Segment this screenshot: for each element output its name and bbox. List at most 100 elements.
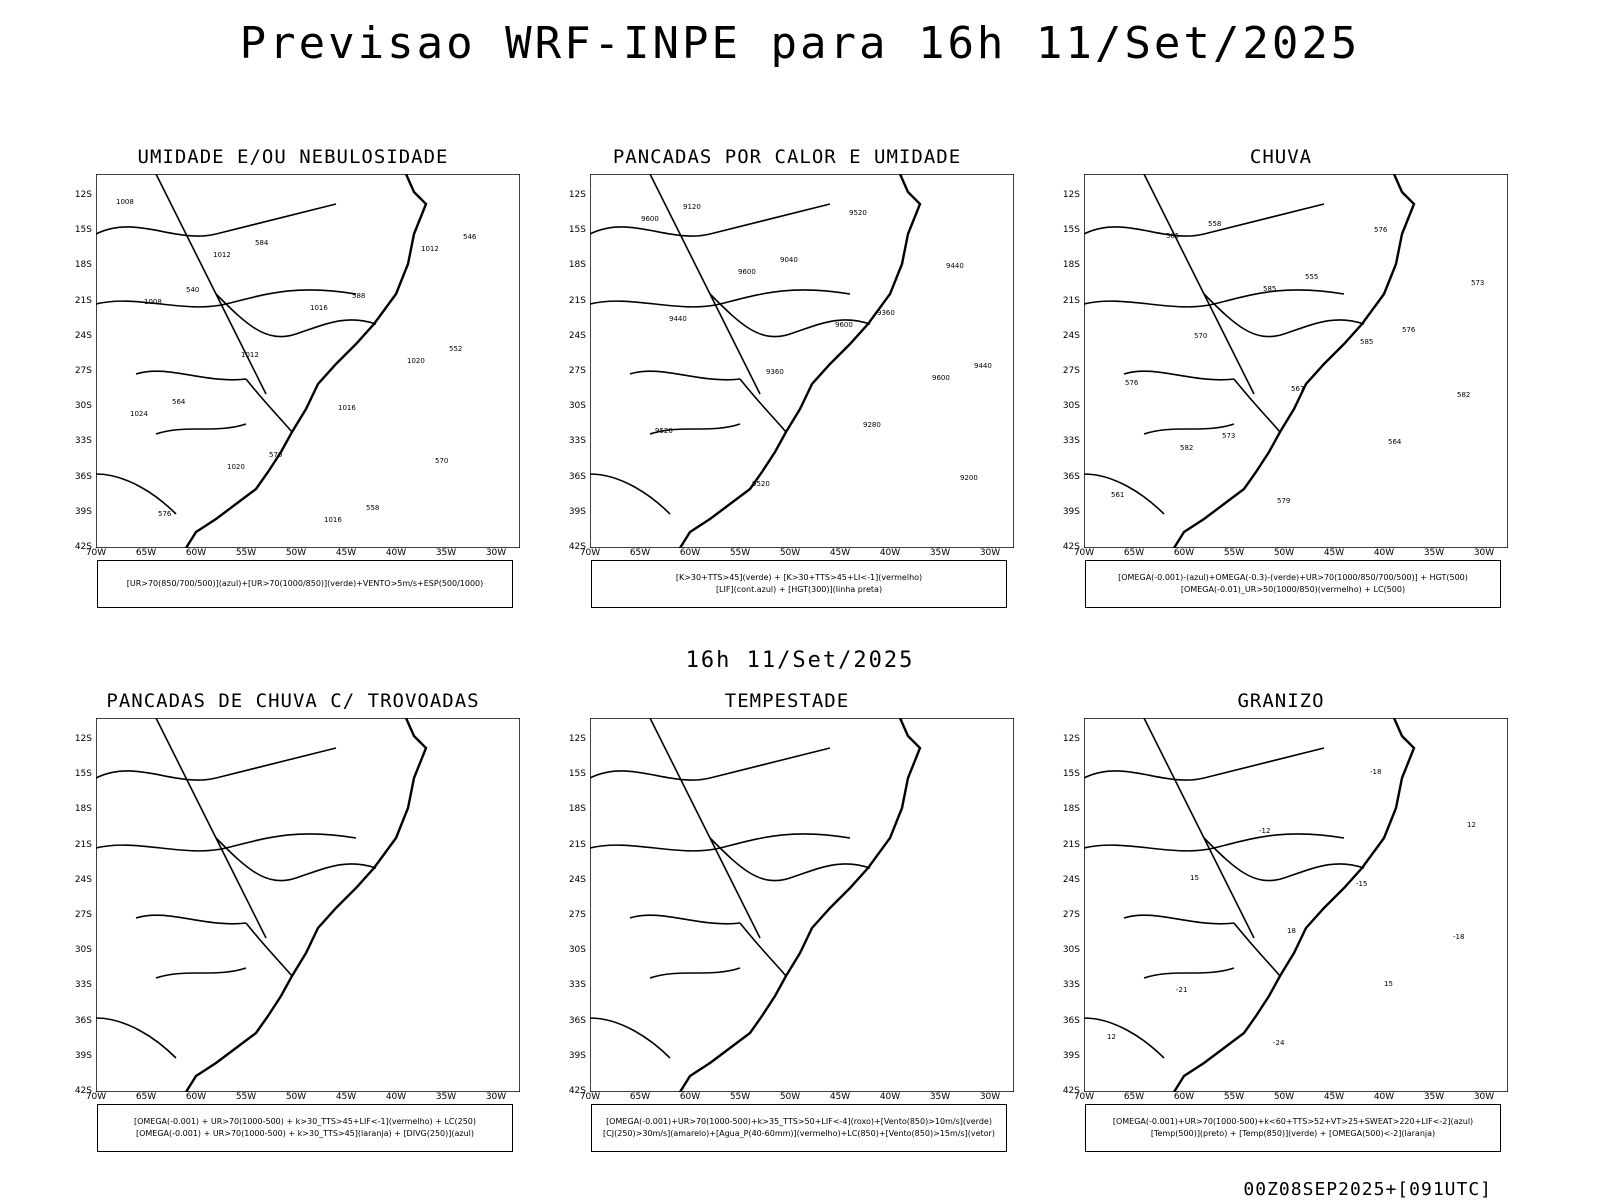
lon-tick-label: 70W [85, 1092, 107, 1102]
lat-tick-label: 21S [74, 295, 92, 306]
lon-tick-label: 60W [679, 1092, 701, 1102]
contour-label: 9440 [946, 262, 964, 270]
panel-pancadas-trovoadas: PANCADAS DE CHUVA C/ TROVOADAS 12S 15S 18S 2… [58, 690, 528, 1170]
lon-tick-label: 35W [435, 1092, 457, 1102]
lon-tick-label: 35W [929, 1092, 951, 1102]
lat-tick-label: 21S [74, 839, 92, 850]
lat-tick-label: 15S [1062, 769, 1080, 780]
contour-label: 582 [1457, 391, 1470, 399]
contour-label: -15 [1356, 880, 1367, 888]
lon-tick-label: 50W [779, 1092, 801, 1102]
map-plot: 1008 1012 1016 1020 1024 1020 1016 1012 1008 1012… [96, 174, 520, 548]
panel-title: TEMPESTADE [724, 690, 850, 712]
contour-label: 9600 [738, 268, 756, 276]
lon-tick-label: 60W [185, 548, 207, 558]
lon-tick-label: 70W [1073, 1092, 1095, 1102]
contour-label: 9600 [835, 321, 853, 329]
contour-label: 582 [1180, 444, 1193, 452]
lat-tick-label: 33S [1062, 980, 1080, 991]
lat-tick-label: 30S [74, 401, 92, 412]
lon-tick-label: 30W [485, 1092, 507, 1102]
contour-label: 1016 [324, 516, 342, 524]
panel-legend: [OMEGA(-0.001)+UR>70(1000-500)+k<60+TTS>… [1085, 1104, 1501, 1152]
lat-tick-label: 30S [1062, 401, 1080, 412]
legend-line: [CJ(250)>30m/s](amarelo)+[Agua_P(40-60mm… [603, 1129, 995, 1138]
contour-label: 1012 [213, 251, 231, 259]
contour-label: 1024 [130, 410, 148, 418]
lat-tick-label: 39S [74, 506, 92, 517]
lat-tick-label: 12S [568, 190, 586, 200]
lon-tick-label: 65W [629, 548, 651, 558]
lat-tick-label: 21S [568, 295, 586, 306]
lat-tick-label: 33S [74, 436, 92, 447]
map-plot [590, 718, 1014, 1092]
panel-tempestade: TEMPESTADE 12S 15S 18S 21S 24S 27S 30S 33S 36S 39S… [552, 690, 1022, 1170]
lat-tick-label: 33S [74, 980, 92, 991]
model-run-id: 00Z08SEP2025+[091UTC] [1243, 1179, 1492, 1200]
contour-label: -18 [1370, 768, 1381, 776]
contour-label: -18 [1453, 933, 1464, 941]
lon-tick-label: 45W [335, 548, 357, 558]
lon-tick-label: 60W [1173, 1092, 1195, 1102]
lat-tick-label: 27S [74, 366, 92, 376]
contour-label: 573 [1471, 279, 1484, 287]
map-svg: 1008 1012 1016 1020 1024 1020 1016 1012 1008 1012… [96, 174, 520, 548]
lat-tick-label: 24S [568, 330, 586, 341]
contour-label: 12 [1107, 1033, 1116, 1041]
lon-tick-label: 40W [879, 1092, 901, 1102]
lat-tick-label: 39S [74, 1050, 92, 1061]
lat-tick-label: 27S [1062, 366, 1080, 376]
panel-title: CHUVA [1249, 146, 1313, 168]
lat-tick-label: 27S [568, 366, 586, 376]
contour-label: 564 [1388, 438, 1402, 446]
contour-label: 570 [269, 451, 282, 459]
lon-tick-label: 60W [679, 548, 701, 558]
lon-tick-label: 50W [779, 548, 801, 558]
contour-label: 9520 [849, 209, 867, 217]
lon-tick-label: 60W [185, 1092, 207, 1102]
map-svg [590, 718, 1014, 1092]
lat-tick-label: 36S [568, 1015, 586, 1026]
contour-label: 9360 [877, 309, 895, 317]
contour-label: 1012 [421, 245, 439, 253]
contour-label: 1008 [144, 298, 162, 306]
lon-tick-label: 65W [135, 1092, 157, 1102]
lat-tick-label: 24S [74, 874, 92, 885]
contour-label: 1020 [227, 463, 245, 471]
lat-tick-label: 18S [1062, 260, 1080, 271]
lat-tick-label: 12S [568, 734, 586, 744]
lat-tick-label: 21S [568, 839, 586, 850]
lon-tick-label: 70W [579, 1092, 601, 1102]
map-plot: -12 -15 -18 -21 -24 -18 12 15 18 15 12 [1084, 718, 1508, 1092]
contour-label: -12 [1259, 827, 1270, 835]
lat-tick-label: 39S [568, 506, 586, 517]
contour-label: 579 [1277, 497, 1290, 505]
lat-tick-label: 36S [74, 1015, 92, 1026]
lat-tick-label: 42S [568, 542, 586, 552]
map-svg [96, 718, 520, 1092]
lat-tick-label: 18S [74, 804, 92, 815]
lon-tick-label: 30W [979, 548, 1001, 558]
lat-tick-label: 39S [1062, 1050, 1080, 1061]
map-svg: 585 585 585 582 582 579 576 573 570 567 564 561 558 5… [1084, 174, 1508, 548]
contour-label: 15 [1190, 874, 1199, 882]
lon-tick-label: 35W [1423, 548, 1445, 558]
lon-tick-label: 35W [1423, 1092, 1445, 1102]
lon-tick-label: 55W [729, 1092, 751, 1102]
lon-tick-label: 45W [829, 548, 851, 558]
contour-label: 546 [463, 233, 477, 241]
lon-tick-label: 65W [1123, 548, 1145, 558]
lon-tick-label: 55W [1223, 1092, 1245, 1102]
legend-line: [OMEGA(-0.001)+UR>70(1000-500)+k<60+TTS>… [1112, 1117, 1474, 1126]
lat-tick-label: 36S [1062, 1015, 1080, 1026]
lon-tick-label: 50W [285, 548, 307, 558]
contour-label: 561 [1111, 491, 1124, 499]
lat-tick-label: 36S [74, 471, 92, 482]
lat-tick-label: 36S [1062, 471, 1080, 482]
lat-tick-label: 39S [1062, 506, 1080, 517]
lat-tick-label: 15S [1062, 225, 1080, 236]
legend-line: [Temp(500)](preto) + [Temp(850)](verde) … [1150, 1129, 1436, 1138]
contour-label: 9600 [641, 215, 659, 223]
contour-label: 576 [1374, 226, 1388, 234]
lat-tick-label: 30S [1062, 945, 1080, 956]
